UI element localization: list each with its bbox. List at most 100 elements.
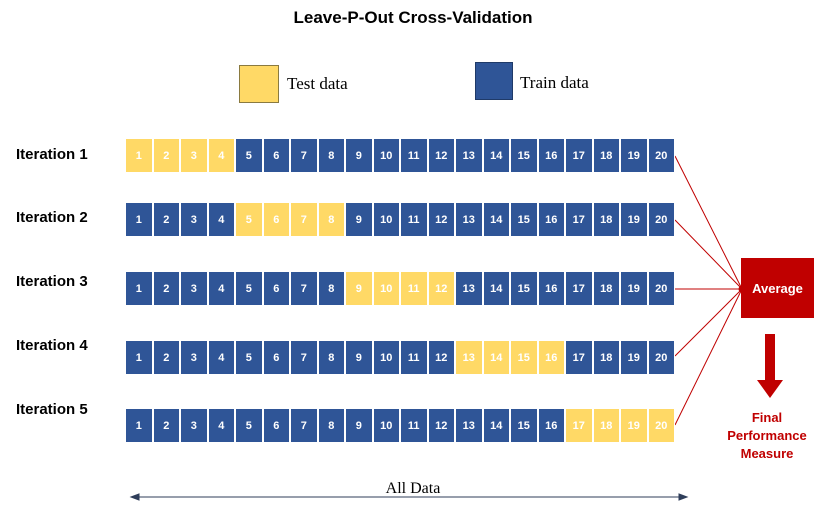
train-fold-cell: 20 <box>647 271 675 306</box>
train-fold-cell: 17 <box>565 340 593 375</box>
train-fold-cell: 5 <box>235 271 263 306</box>
train-fold-cell: 12 <box>427 408 455 443</box>
test-fold-cell: 14 <box>482 340 510 375</box>
train-fold-cell: 15 <box>510 271 538 306</box>
train-fold-cell: 5 <box>235 408 263 443</box>
train-fold-cell: 13 <box>455 408 483 443</box>
test-fold-cell: 19 <box>620 408 648 443</box>
train-fold-cell: 9 <box>345 340 373 375</box>
average-label: Average <box>752 280 803 296</box>
legend-test-swatch <box>239 65 279 103</box>
iteration-label: Iteration 3 <box>16 273 88 290</box>
train-fold-cell: 14 <box>482 408 510 443</box>
train-fold-cell: 9 <box>345 408 373 443</box>
train-fold-cell: 13 <box>455 271 483 306</box>
train-fold-cell: 8 <box>317 408 345 443</box>
legend-train-swatch <box>475 62 513 100</box>
train-fold-cell: 17 <box>565 138 593 173</box>
test-fold-cell: 13 <box>455 340 483 375</box>
iteration-row: 1 2 3 4 5 6 7 8 9 10 11 12 13 14 15 16 17 18 19 20 <box>125 408 675 443</box>
train-fold-cell: 10 <box>372 138 400 173</box>
train-fold-cell: 6 <box>262 340 290 375</box>
train-fold-cell: 20 <box>647 138 675 173</box>
test-fold-cell: 2 <box>152 138 180 173</box>
train-fold-cell: 18 <box>592 202 620 237</box>
train-fold-cell: 4 <box>207 271 235 306</box>
train-fold-cell: 12 <box>427 202 455 237</box>
train-fold-cell: 4 <box>207 408 235 443</box>
train-fold-cell: 6 <box>262 408 290 443</box>
test-fold-cell: 11 <box>400 271 428 306</box>
train-fold-cell: 4 <box>207 340 235 375</box>
train-fold-cell: 1 <box>125 340 153 375</box>
iteration-row: 1 2 3 4 5 6 7 8 9 10 11 12 13 14 15 16 17 18 19 20 <box>125 138 675 173</box>
train-fold-cell: 7 <box>290 271 318 306</box>
train-fold-cell: 7 <box>290 138 318 173</box>
train-fold-cell: 9 <box>345 202 373 237</box>
train-fold-cell: 19 <box>620 340 648 375</box>
final-line-2: Performance <box>727 428 807 443</box>
train-fold-cell: 2 <box>152 408 180 443</box>
iteration-row: 1 2 3 4 5 6 7 8 9 10 11 12 13 14 15 16 17 18 19 20 <box>125 340 675 375</box>
final-line-1: Final <box>751 410 783 425</box>
test-fold-cell: 17 <box>565 408 593 443</box>
test-fold-cell: 18 <box>592 408 620 443</box>
train-fold-cell: 11 <box>400 202 428 237</box>
train-fold-cell: 7 <box>290 340 318 375</box>
connector-line-5 <box>674 288 743 426</box>
train-fold-cell: 14 <box>482 138 510 173</box>
train-fold-cell: 18 <box>592 271 620 306</box>
legend-train-label: Train data <box>520 73 589 92</box>
test-fold-cell: 7 <box>290 202 318 237</box>
connector-line-1 <box>674 155 743 290</box>
train-fold-cell: 6 <box>262 138 290 173</box>
train-fold-cell: 3 <box>180 408 208 443</box>
test-fold-cell: 5 <box>235 202 263 237</box>
train-fold-cell: 15 <box>510 202 538 237</box>
train-fold-cell: 16 <box>537 138 565 173</box>
legend-test-label: Test data <box>287 74 348 93</box>
test-fold-cell: 8 <box>317 202 345 237</box>
train-fold-cell: 9 <box>345 138 373 173</box>
train-fold-cell: 13 <box>455 138 483 173</box>
train-fold-cell: 19 <box>620 271 648 306</box>
train-fold-cell: 16 <box>537 271 565 306</box>
connector-line-4 <box>674 288 743 357</box>
average-box: Average <box>741 258 814 318</box>
train-fold-cell: 10 <box>372 202 400 237</box>
train-fold-cell: 15 <box>510 408 538 443</box>
train-fold-cell: 13 <box>455 202 483 237</box>
test-fold-cell: 12 <box>427 271 455 306</box>
connector-line-2 <box>674 219 743 290</box>
train-fold-cell: 14 <box>482 202 510 237</box>
train-fold-cell: 10 <box>372 340 400 375</box>
train-fold-cell: 3 <box>180 271 208 306</box>
train-fold-cell: 12 <box>427 138 455 173</box>
train-fold-cell: 17 <box>565 271 593 306</box>
test-fold-cell: 10 <box>372 271 400 306</box>
train-fold-cell: 6 <box>262 271 290 306</box>
train-fold-cell: 8 <box>317 138 345 173</box>
train-fold-cell: 11 <box>400 138 428 173</box>
all-data-label: All Data <box>385 480 441 497</box>
train-fold-cell: 19 <box>620 202 648 237</box>
iteration-label: Iteration 4 <box>16 337 88 354</box>
test-fold-cell: 1 <box>125 138 153 173</box>
train-fold-cell: 1 <box>125 202 153 237</box>
connector-lines <box>674 155 743 426</box>
train-fold-cell: 16 <box>537 202 565 237</box>
train-fold-cell: 3 <box>180 202 208 237</box>
diagram-title: Leave-P-Out Cross-Validation <box>293 8 533 27</box>
train-fold-cell: 20 <box>647 202 675 237</box>
iteration-label: Iteration 1 <box>16 146 88 163</box>
train-fold-cell: 5 <box>235 340 263 375</box>
train-fold-cell: 2 <box>152 271 180 306</box>
train-fold-cell: 20 <box>647 340 675 375</box>
train-fold-cell: 8 <box>317 340 345 375</box>
train-fold-cell: 1 <box>125 271 153 306</box>
train-fold-cell: 2 <box>152 202 180 237</box>
train-fold-cell: 17 <box>565 202 593 237</box>
train-fold-cell: 2 <box>152 340 180 375</box>
train-fold-cell: 1 <box>125 408 153 443</box>
